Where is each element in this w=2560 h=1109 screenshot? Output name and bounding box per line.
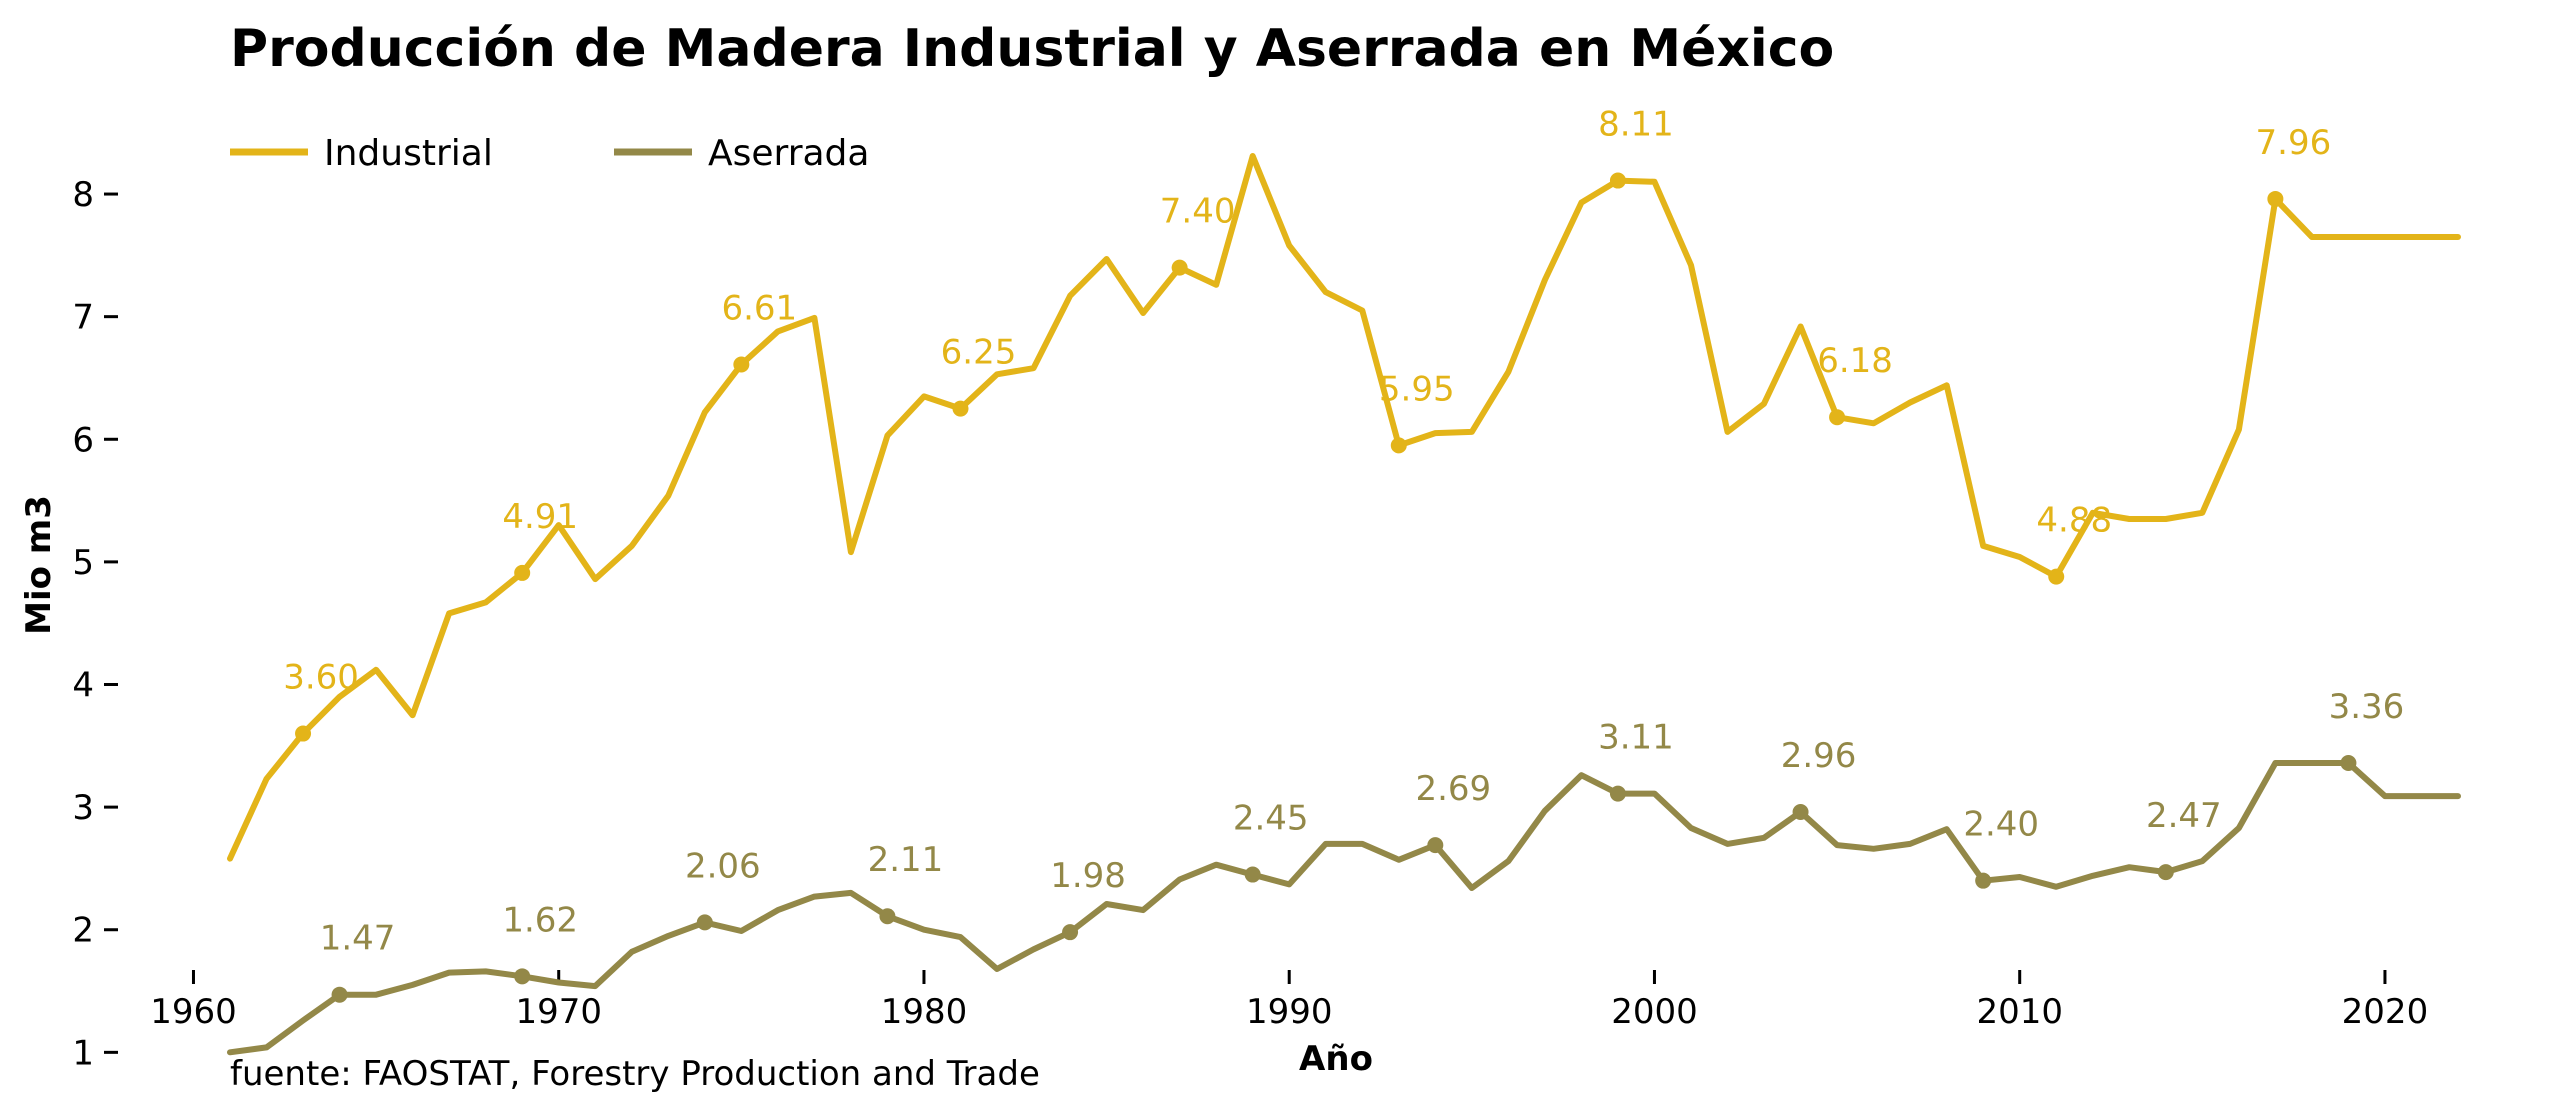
data-label: 2.11	[868, 840, 944, 880]
data-label: 1.98	[1050, 856, 1126, 896]
x-tick-label: 2010	[1976, 992, 2063, 1032]
series-aserrada: 1.47 1.62 2.06 2.11 1.98 2.45 2.69 3.11 2.96 2.40…	[227, 687, 2461, 1056]
chart-title: Producción de Madera Industrial y Aserra…	[230, 19, 1834, 79]
legend-label: Aserrada	[708, 133, 869, 174]
data-label: 2.47	[2146, 796, 2222, 836]
data-point	[1390, 437, 1407, 454]
x-tick-label: 1970	[515, 992, 602, 1032]
data-label: 3.60	[283, 658, 359, 698]
data-label: 7.40	[1160, 192, 1236, 232]
data-point	[733, 356, 750, 373]
data-point	[514, 968, 531, 985]
data-point	[1609, 172, 1626, 189]
data-point	[1171, 259, 1188, 276]
data-point	[696, 914, 713, 931]
y-tick-label: 1	[72, 1033, 94, 1073]
data-point	[1244, 866, 1261, 883]
series-industrial: 3.60 4.91 6.61 6.25 7.40 5.95 8.11 6.18 4.88 7.96	[227, 105, 2461, 862]
y-tick-label: 3	[72, 788, 94, 828]
data-label: 4.88	[2036, 501, 2112, 541]
data-label: 4.91	[502, 497, 578, 537]
y-tick-label: 6	[72, 420, 94, 460]
data-point	[1062, 924, 1079, 941]
y-axis: 1 2 3 4 5 6 7 8	[72, 175, 118, 1073]
plot-area: 3.60 4.91 6.61 6.25 7.40 5.95 8.11 6.18 4.88 7.96…	[227, 105, 2461, 1056]
x-tick-label: 2020	[2342, 992, 2429, 1032]
series-line	[227, 760, 2461, 1056]
x-tick-label: 1990	[1246, 992, 1333, 1032]
data-label: 6.25	[941, 333, 1017, 373]
data-label: 2.69	[1415, 769, 1491, 809]
data-point	[1975, 872, 1992, 889]
x-axis: 1960 1970 1980 1990 2000 2010 2020	[150, 970, 2428, 1032]
y-axis-title: Mio m3	[19, 495, 59, 635]
y-tick-label: 4	[72, 666, 94, 706]
data-label: 2.06	[685, 846, 761, 886]
data-label: 6.61	[721, 288, 797, 328]
data-label: 3.11	[1598, 718, 1674, 758]
legend: Industrial Aserrada	[230, 133, 869, 174]
data-point	[2048, 568, 2065, 585]
legend-item-industrial: Industrial	[230, 133, 493, 174]
data-label: 2.40	[1963, 805, 2039, 845]
data-point	[1609, 785, 1626, 802]
data-point	[879, 908, 896, 925]
data-point	[1792, 804, 1809, 821]
legend-label: Industrial	[324, 133, 493, 174]
x-tick-label: 1960	[150, 992, 237, 1032]
series-line	[227, 153, 2461, 862]
data-label: 6.18	[1817, 341, 1893, 381]
data-point	[1829, 409, 1846, 426]
data-point	[514, 564, 531, 581]
data-label: 2.45	[1233, 799, 1309, 839]
data-point	[2340, 754, 2357, 771]
data-label: 7.96	[2256, 123, 2332, 163]
data-label: 3.36	[2329, 687, 2405, 727]
data-point	[1427, 837, 1444, 854]
x-tick-label: 2000	[1611, 992, 1698, 1032]
data-label: 5.95	[1379, 369, 1455, 409]
data-label: 1.47	[320, 919, 396, 959]
data-label: 1.62	[502, 900, 578, 940]
data-label: 2.96	[1781, 736, 1857, 776]
data-point	[952, 400, 969, 417]
y-tick-label: 7	[72, 298, 94, 338]
data-point	[2157, 864, 2174, 881]
x-tick-label: 1980	[881, 992, 968, 1032]
y-tick-label: 2	[72, 911, 94, 951]
y-tick-label: 8	[72, 175, 94, 215]
y-tick-label: 5	[72, 543, 94, 583]
data-point	[331, 986, 348, 1003]
legend-item-aserrada: Aserrada	[614, 133, 869, 174]
x-axis-title: Año	[1299, 1039, 1373, 1079]
data-label: 8.11	[1598, 105, 1674, 145]
data-point	[295, 725, 312, 742]
source-note: fuente: FAOSTAT, Forestry Production and…	[230, 1054, 1040, 1094]
data-point	[2267, 190, 2284, 207]
